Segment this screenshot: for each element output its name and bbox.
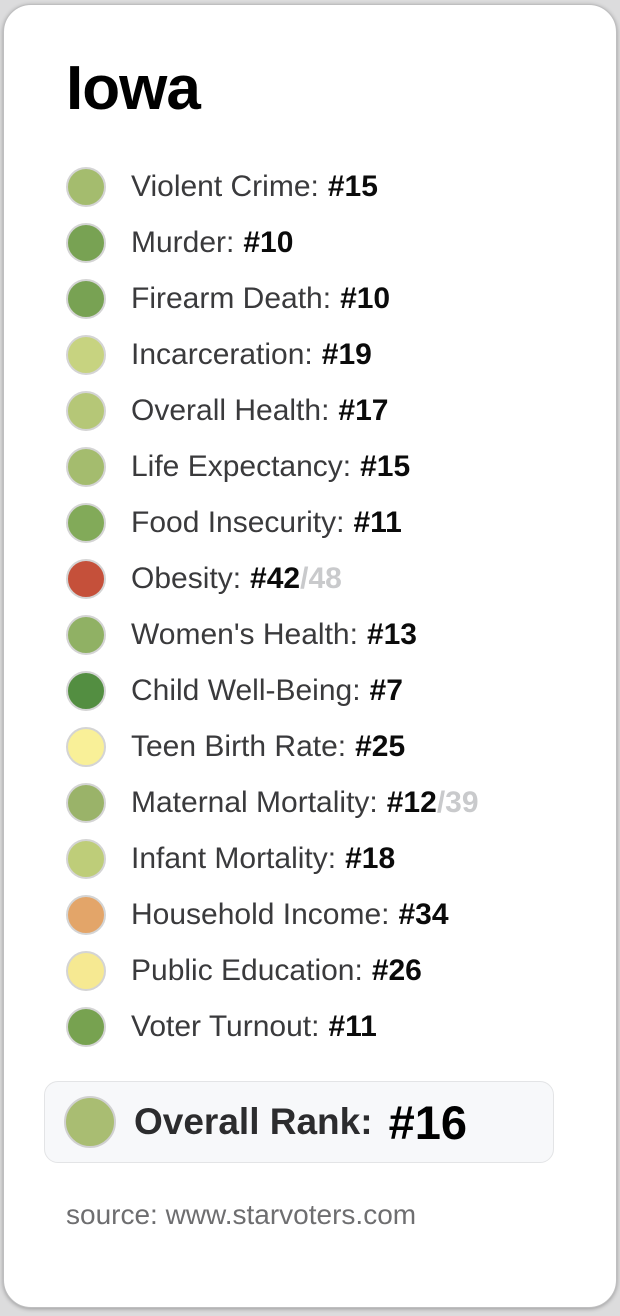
metric-row: Firearm Death: #10 xyxy=(66,271,616,327)
metric-label: Public Education: xyxy=(131,954,363,987)
metric-label: Food Insecurity: xyxy=(131,506,345,539)
metric-label: Obesity: xyxy=(131,562,242,595)
metric-rank: #15 xyxy=(327,170,378,203)
overall-rank-box: Overall Rank: #16 xyxy=(44,1081,554,1163)
state-rank-card: Iowa Violent Crime: #15 Murder: #10 Fire… xyxy=(3,4,617,1308)
metric-row: Violent Crime: #15 xyxy=(66,159,616,215)
metric-row: Food Insecurity: #11 xyxy=(66,495,616,551)
metric-row: Women's Health: #13 xyxy=(66,607,616,663)
metric-rank: #25 xyxy=(355,730,406,763)
metric-denominator: /39 xyxy=(436,786,479,819)
metric-rank: #26 xyxy=(371,954,422,987)
rank-dot xyxy=(66,839,106,879)
rank-dot xyxy=(66,223,106,263)
overall-rank-value: #16 xyxy=(388,1095,467,1149)
metric-row: Maternal Mortality: #12 /39 xyxy=(66,775,616,831)
metric-row: Public Education: #26 xyxy=(66,943,616,999)
metric-rank: #10 xyxy=(340,282,391,315)
rank-dot xyxy=(66,671,106,711)
metric-rank: #18 xyxy=(345,842,396,875)
source-attribution: source: www.starvoters.com xyxy=(66,1199,417,1230)
metric-rank: #13 xyxy=(366,618,417,651)
metric-rank: #19 xyxy=(321,338,372,371)
metric-label: Child Well-Being: xyxy=(131,674,361,707)
metric-row: Teen Birth Rate: #25 xyxy=(66,719,616,775)
rank-dot xyxy=(66,279,106,319)
metric-rank: #34 xyxy=(398,898,449,931)
rank-dot xyxy=(66,1007,106,1047)
overall-rank-dot xyxy=(64,1096,116,1148)
metric-label: Infant Mortality: xyxy=(131,842,337,875)
overall-rank-label: Overall Rank: xyxy=(134,1101,373,1142)
metric-label: Violent Crime: xyxy=(131,170,319,203)
metric-rank: #11 xyxy=(328,1010,377,1043)
metric-label: Life Expectancy: xyxy=(131,450,352,483)
metric-label: Incarceration: xyxy=(131,338,313,371)
metric-label: Women's Health: xyxy=(131,618,358,651)
metric-list: Violent Crime: #15 Murder: #10 Firearm D… xyxy=(66,159,616,1055)
rank-dot xyxy=(66,895,106,935)
rank-dot xyxy=(66,391,106,431)
metric-row: Obesity: #42 /48 xyxy=(66,551,616,607)
metric-row: Household Income: #34 xyxy=(66,887,616,943)
rank-dot xyxy=(66,951,106,991)
metric-denominator: /48 xyxy=(300,562,342,595)
metric-row: Overall Health: #17 xyxy=(66,383,616,439)
page-title: Iowa xyxy=(66,54,201,123)
metric-rank: #12 xyxy=(386,786,437,819)
rank-dot xyxy=(66,447,106,487)
rank-dot xyxy=(66,167,106,207)
metric-row: Voter Turnout: #11 xyxy=(66,999,616,1055)
rank-dot xyxy=(66,727,106,767)
metric-rank: #11 xyxy=(353,506,402,539)
metric-label: Teen Birth Rate: xyxy=(131,730,347,763)
metric-label: Firearm Death: xyxy=(131,282,332,315)
rank-dot xyxy=(66,783,106,823)
metric-label: Household Income: xyxy=(131,898,390,931)
metric-rank: #10 xyxy=(243,226,294,259)
metric-row: Infant Mortality: #18 xyxy=(66,831,616,887)
metric-row: Child Well-Being: #7 xyxy=(66,663,616,719)
metric-rank: #7 xyxy=(369,674,403,707)
metric-row: Life Expectancy: #15 xyxy=(66,439,616,495)
metric-rank: #15 xyxy=(360,450,411,483)
metric-label: Overall Health: xyxy=(131,394,330,427)
metric-label: Murder: xyxy=(131,226,235,259)
metric-rank: #17 xyxy=(338,394,389,427)
rank-dot xyxy=(66,335,106,375)
rank-dot xyxy=(66,615,106,655)
metric-row: Murder: #10 xyxy=(66,215,616,271)
metric-rank: #42 xyxy=(250,562,301,595)
metric-label: Maternal Mortality: xyxy=(131,786,378,819)
metric-label: Voter Turnout: xyxy=(131,1010,320,1043)
rank-dot xyxy=(66,503,106,543)
rank-dot xyxy=(66,559,106,599)
metric-row: Incarceration: #19 xyxy=(66,327,616,383)
